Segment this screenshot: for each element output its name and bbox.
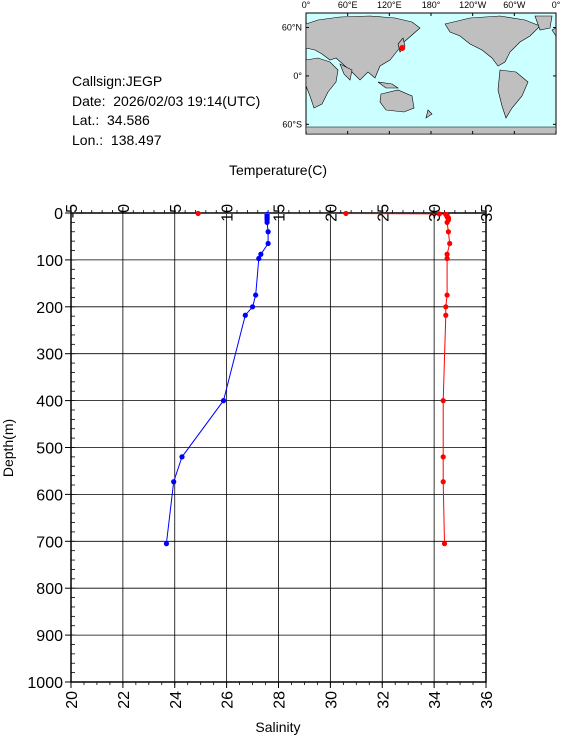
salinity-point [447, 240, 453, 247]
y-tick-label: 800 [36, 581, 63, 598]
temperature-point [264, 219, 270, 225]
y-tick-label: 1000 [27, 675, 63, 692]
temperature-point [179, 454, 185, 460]
salinity-point [444, 219, 450, 225]
salinity-tick-label: 32 [375, 691, 392, 709]
salinity-point [443, 312, 449, 318]
temperature-point [242, 312, 248, 318]
salinity-tick-label: 20 [64, 691, 81, 709]
salinity-point [444, 292, 450, 298]
date-text: Date: 2026/02/03 19:14(UTC) [72, 92, 261, 109]
salinity-tick-label: 22 [116, 691, 133, 709]
temperature-point [265, 240, 271, 247]
temperature-tick-label: 20 [323, 204, 340, 222]
y-tick-label: 200 [36, 300, 63, 317]
salinity-point [444, 255, 450, 262]
salinity-point [440, 479, 446, 485]
salinity-tick-label: 28 [272, 691, 289, 709]
salinity-point [195, 210, 201, 217]
temperature-tick-label: 0 [116, 204, 133, 213]
temperature-point [220, 398, 227, 404]
salinity-tick-label: 26 [220, 691, 237, 709]
callsign-text: Callsign:JEGP [72, 73, 163, 89]
salinity-point [445, 229, 451, 235]
temperature-point [265, 229, 271, 235]
temperature-point [253, 292, 259, 298]
temperature-tick-label: 15 [272, 204, 289, 222]
temperature-tick-label: 10 [220, 204, 237, 222]
temperature-point [171, 479, 177, 485]
map-lon-label: 60°E [338, 0, 358, 10]
depth-axis-title: Depth(m) [0, 419, 16, 477]
salinity-tick-label: 24 [168, 691, 185, 709]
y-tick-label: 900 [36, 628, 63, 645]
salinity-point [440, 454, 446, 460]
temperature-tick-label: 30 [427, 204, 444, 222]
map-lon-label: 60°W [503, 0, 526, 10]
map-lat-label: 60°S [282, 119, 302, 129]
map-lat-label: 0° [293, 71, 302, 81]
temperature-point [249, 304, 256, 310]
y-tick-label: 500 [36, 441, 63, 458]
station-info: Callsign:JEGP Date: 2026/02/03 19:14(UTC… [72, 72, 260, 150]
salinity-point [343, 210, 349, 217]
salinity-point [440, 398, 446, 404]
temperature-tick-label: 25 [375, 204, 392, 222]
salinity-point [443, 304, 449, 310]
station-marker [399, 45, 406, 52]
world-map-inset: 0° 60°E 120°E 180° 120°W 60°W 0° 60°N 0° 60°S [282, 0, 561, 135]
latitude-text: Lat.: 34.586 [72, 112, 150, 128]
temperature-tick-label: -5 [64, 204, 81, 218]
temperature-point [258, 251, 264, 257]
temperature-point [256, 255, 262, 262]
map-lon-label: 180° [422, 0, 441, 10]
y-tick-label: 600 [36, 487, 63, 504]
salinity-point [444, 251, 450, 257]
map-lon-label: 0° [302, 0, 311, 10]
temperature-tick-label: 5 [168, 204, 185, 213]
y-tick-label: 700 [36, 534, 63, 551]
map-lon-label: 120°E [377, 0, 402, 10]
salinity-axis-title: Salinity [255, 719, 300, 735]
map-lon-label: 0° [552, 0, 561, 10]
map-lon-label: 120°W [459, 0, 487, 10]
y-tick-label: 300 [36, 347, 63, 364]
salinity-point [441, 541, 448, 547]
temperature-tick-label: 35 [479, 204, 496, 222]
map-lat-label: 60°N [282, 23, 302, 33]
y-tick-label: 100 [36, 253, 63, 270]
salinity-tick-label: 34 [427, 691, 444, 709]
y-tick-label: 400 [36, 394, 63, 411]
salinity-point [436, 211, 442, 217]
temperature-point [163, 541, 170, 547]
y-tick-label: 0 [54, 206, 63, 223]
temperature-axis-title: Temperature(C) [229, 162, 327, 178]
longitude-text: Lon.: 138.497 [72, 131, 162, 148]
salinity-tick-label: 30 [323, 691, 340, 709]
salinity-tick-label: 36 [479, 691, 496, 709]
